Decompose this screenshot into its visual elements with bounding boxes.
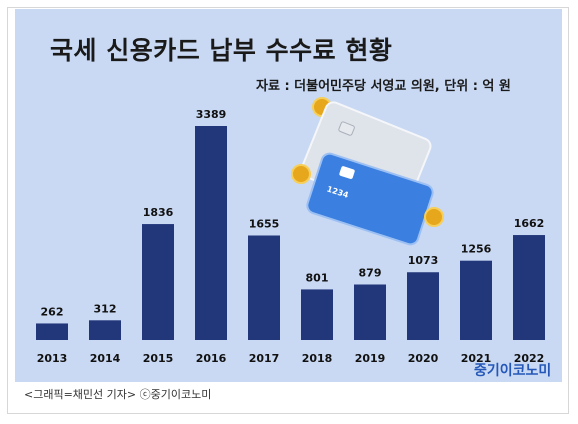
bar-2013 xyxy=(36,323,68,340)
x-tick-label-2018: 2018 xyxy=(302,352,333,365)
bar-2020 xyxy=(407,272,439,340)
bar-2019 xyxy=(354,284,386,340)
data-label-2018: 801 xyxy=(306,271,329,284)
data-label-2014: 312 xyxy=(94,302,117,315)
data-label-2022: 1662 xyxy=(514,217,545,230)
image-caption: <그래픽=채민선 기자> ⓒ중기이코노미 xyxy=(24,388,212,401)
x-tick-label-2022: 2022 xyxy=(514,352,545,365)
data-label-2020: 1073 xyxy=(408,254,439,267)
bar-2015 xyxy=(142,224,174,340)
x-tick-label-2020: 2020 xyxy=(408,352,439,365)
data-label-2013: 262 xyxy=(41,305,64,318)
data-label-2015: 1836 xyxy=(143,206,174,219)
data-label-2019: 879 xyxy=(359,266,382,279)
bar-2022 xyxy=(513,235,545,340)
bar-2021 xyxy=(460,260,492,340)
bar-2017 xyxy=(248,235,280,340)
x-tick-label-2014: 2014 xyxy=(90,352,121,365)
brand-logo-text: 중기이코노미 xyxy=(474,363,552,379)
x-tick-label-2017: 2017 xyxy=(249,352,280,365)
x-tick-label-2015: 2015 xyxy=(143,352,174,365)
chart-source-note: 자료 : 더불어민주당 서영교 의원, 단위 : 억 원 xyxy=(256,79,511,94)
data-label-2017: 1655 xyxy=(249,217,280,230)
x-tick-label-2013: 2013 xyxy=(37,352,68,365)
x-tick-label-2016: 2016 xyxy=(196,352,227,365)
bar-2016 xyxy=(195,126,227,340)
chart-title: 국세 신용카드 납부 수수료 현황 xyxy=(50,36,393,65)
data-label-2016: 3389 xyxy=(196,108,227,121)
data-label-2021: 1256 xyxy=(461,243,492,256)
x-tick-label-2019: 2019 xyxy=(355,352,386,365)
bar-2014 xyxy=(89,320,121,340)
x-tick-label-2021: 2021 xyxy=(461,352,492,365)
credit-card-illustration: 1234 xyxy=(291,97,444,246)
bar-2018 xyxy=(301,289,333,340)
